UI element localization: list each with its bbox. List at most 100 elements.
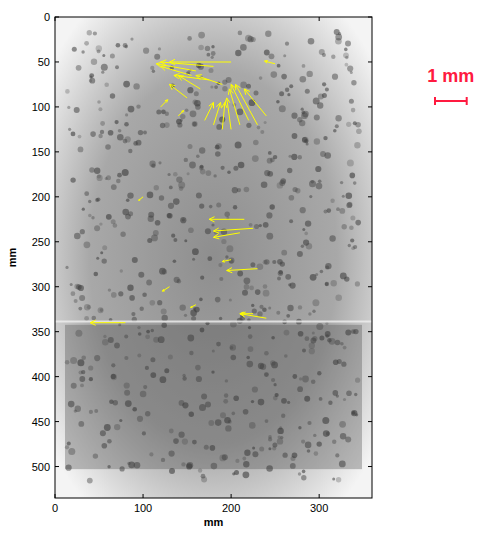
y-tick — [368, 61, 372, 62]
texture-dot — [180, 304, 186, 310]
texture-dot — [201, 477, 207, 483]
texture-dot — [96, 257, 99, 260]
texture-dot — [182, 376, 186, 380]
texture-dot — [173, 172, 178, 177]
texture-dot — [310, 274, 317, 281]
texture-dot — [327, 208, 332, 213]
vector-arrow — [170, 84, 188, 98]
texture-dot — [325, 334, 329, 338]
texture-dot — [266, 212, 272, 218]
texture-dot — [215, 151, 221, 157]
texture-dot — [287, 168, 292, 173]
texture-dot — [291, 113, 297, 119]
texture-dot — [242, 457, 246, 461]
texture-dot — [252, 155, 259, 162]
texture-dot — [168, 173, 171, 176]
texture-dot — [312, 332, 315, 335]
texture-dot — [292, 374, 297, 379]
texture-dot — [164, 368, 169, 373]
texture-dot — [309, 195, 312, 198]
texture-dot — [147, 192, 154, 199]
texture-dot — [189, 162, 196, 169]
texture-dot — [179, 432, 185, 438]
texture-dot — [266, 233, 273, 240]
texture-dot — [289, 155, 292, 158]
texture-dot — [317, 371, 321, 375]
texture-dot — [335, 340, 341, 346]
texture-dot — [248, 326, 251, 329]
texture-dot — [325, 265, 329, 269]
texture-dot — [292, 133, 298, 139]
texture-dot — [221, 229, 227, 235]
texture-dot — [68, 128, 71, 131]
texture-dot — [332, 478, 335, 481]
x-tick — [231, 494, 232, 498]
texture-dot — [154, 185, 159, 190]
texture-dot — [337, 359, 342, 364]
texture-dot — [219, 116, 225, 122]
texture-dot — [77, 359, 84, 366]
y-tick — [368, 106, 372, 107]
texture-dot — [102, 245, 107, 250]
texture-dot — [353, 121, 357, 125]
texture-dot — [149, 452, 153, 456]
texture-dot — [349, 99, 354, 104]
texture-dot — [270, 360, 275, 365]
x-tick — [143, 494, 144, 498]
texture-dot — [327, 338, 331, 342]
texture-dot — [302, 137, 309, 144]
texture-dot — [297, 386, 303, 392]
texture-dot — [304, 232, 308, 236]
texture-dot — [343, 398, 346, 401]
texture-dot — [68, 401, 75, 408]
texture-dot — [265, 419, 269, 423]
texture-dot — [281, 74, 287, 80]
texture-dot — [335, 453, 339, 457]
texture-dot — [102, 339, 109, 346]
texture-dot — [323, 430, 330, 437]
texture-dot — [107, 439, 112, 444]
y-tick — [55, 61, 59, 62]
texture-dot — [147, 238, 152, 243]
texture-dot — [99, 222, 102, 225]
y-tick — [55, 421, 59, 422]
texture-dot — [75, 406, 81, 412]
vector-arrow — [178, 75, 200, 89]
texture-dot — [312, 299, 319, 306]
texture-dot — [207, 53, 211, 57]
vector-arrow — [161, 66, 192, 76]
texture-dot — [94, 355, 100, 361]
texture-dot — [97, 175, 103, 181]
texture-dot — [251, 304, 254, 307]
texture-dot — [252, 451, 258, 457]
texture-dot — [340, 433, 346, 439]
texture-dot — [66, 465, 72, 471]
texture-dot — [200, 169, 206, 175]
texture-dot — [67, 442, 71, 446]
texture-dot — [343, 52, 349, 58]
texture-dot — [298, 426, 301, 429]
texture-dot — [84, 191, 89, 196]
vector-arrow — [222, 102, 227, 129]
texture-dot — [355, 281, 360, 286]
texture-dot — [187, 172, 190, 175]
vector-arrow — [162, 287, 169, 292]
texture-dot — [340, 342, 344, 346]
texture-dot — [123, 139, 128, 144]
texture-dot — [323, 136, 327, 140]
texture-dot — [100, 121, 105, 126]
texture-dot — [211, 56, 214, 59]
texture-dot — [353, 329, 358, 334]
texture-dot — [71, 383, 77, 389]
texture-dot — [322, 53, 326, 57]
texture-dot — [271, 71, 278, 78]
texture-dot — [265, 31, 271, 37]
texture-dot — [355, 413, 358, 416]
texture-dot — [89, 410, 93, 414]
texture-dot — [156, 109, 161, 114]
texture-dot — [309, 180, 316, 187]
texture-dot — [160, 376, 167, 383]
vector-arrow — [214, 102, 222, 125]
texture-dot — [131, 312, 135, 316]
texture-dot — [345, 40, 351, 46]
